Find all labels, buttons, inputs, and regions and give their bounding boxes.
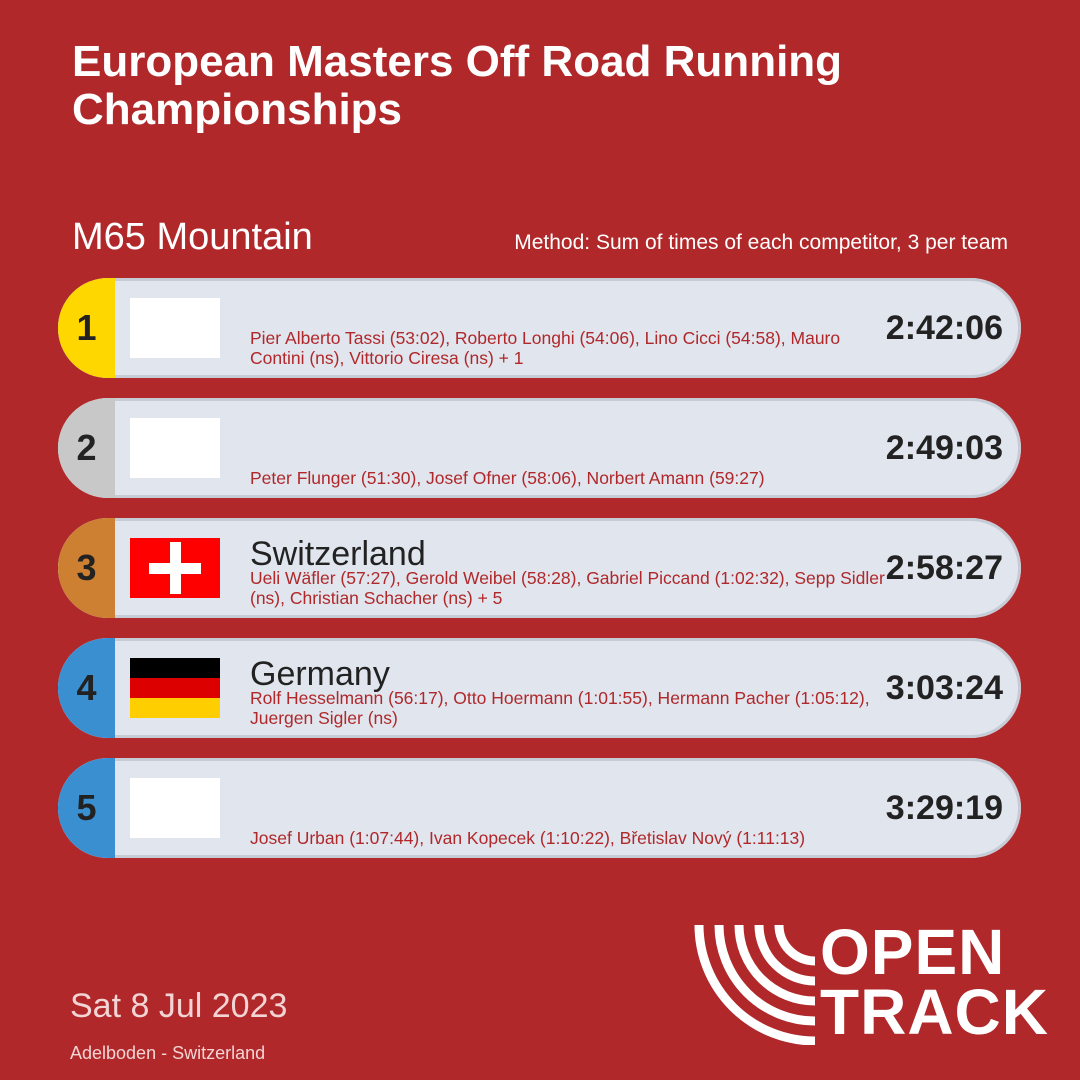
rank-badge-bronze: 3 <box>58 518 115 618</box>
scoring-method: Method: Sum of times of each competitor,… <box>514 231 1008 254</box>
team-time: 2:58:27 <box>885 548 1003 587</box>
flag-cross-vertical <box>170 542 181 594</box>
event-name: M65 Mountain <box>72 216 313 258</box>
team-time: 2:49:03 <box>885 428 1003 467</box>
result-row: 4 Germany Rolf Hesselmann (56:17), Otto … <box>58 638 1021 738</box>
athlete-list: Peter Flunger (51:30), Josef Ofner (58:0… <box>250 468 765 488</box>
team-time: 2:42:06 <box>885 308 1003 347</box>
team-name: Germany <box>250 655 390 693</box>
team-name: Switzerland <box>250 535 426 573</box>
athlete-list: Rolf Hesselmann (56:17), Otto Hoermann (… <box>250 688 870 728</box>
germany-flag-icon <box>130 658 220 718</box>
title-line-1: European Masters Off Road Running <box>72 37 843 86</box>
blank-flag-icon <box>130 778 220 838</box>
athlete-list: Josef Urban (1:07:44), Ivan Kopecek (1:1… <box>250 828 806 848</box>
opentrack-logo: OPEN TRACK <box>690 920 1050 1050</box>
logo-line-1: OPEN <box>820 916 1006 988</box>
result-row: 1 Pier Alberto Tassi (53:02), Roberto Lo… <box>58 278 1021 378</box>
flag-stripe-red <box>130 678 220 698</box>
flag-stripe-gold <box>130 698 220 718</box>
athlete-list: Pier Alberto Tassi (53:02), Roberto Long… <box>250 328 841 368</box>
logo-line-2: TRACK <box>820 976 1049 1048</box>
result-row: 5 Josef Urban (1:07:44), Ivan Kopecek (1… <box>58 758 1021 858</box>
switzerland-flag-icon <box>130 538 220 598</box>
page-title: European Masters Off Road Running Champi… <box>72 38 972 134</box>
title-line-2: Championships <box>72 85 403 134</box>
track-lanes-icon <box>694 924 816 1046</box>
athlete-list: Ueli Wäfler (57:27), Gerold Weibel (58:2… <box>250 568 885 608</box>
result-row: 2 Peter Flunger (51:30), Josef Ofner (58… <box>58 398 1021 498</box>
blank-flag-icon <box>130 298 220 358</box>
flag-stripe-black <box>130 658 220 678</box>
rank-badge-silver: 2 <box>58 398 115 498</box>
event-date: Sat 8 Jul 2023 <box>70 987 288 1025</box>
results-list: 1 Pier Alberto Tassi (53:02), Roberto Lo… <box>58 278 1021 878</box>
blank-flag-icon <box>130 418 220 478</box>
rank-badge: 4 <box>58 638 115 738</box>
team-time: 3:03:24 <box>885 668 1003 707</box>
rank-badge-gold: 1 <box>58 278 115 378</box>
team-time: 3:29:19 <box>885 788 1003 827</box>
rank-badge: 5 <box>58 758 115 858</box>
logo-wordmark: OPEN TRACK <box>820 916 1049 1048</box>
result-row: 3 Switzerland Ueli Wäfler (57:27), Gerol… <box>58 518 1021 618</box>
event-location: Adelboden - Switzerland <box>70 1043 266 1063</box>
